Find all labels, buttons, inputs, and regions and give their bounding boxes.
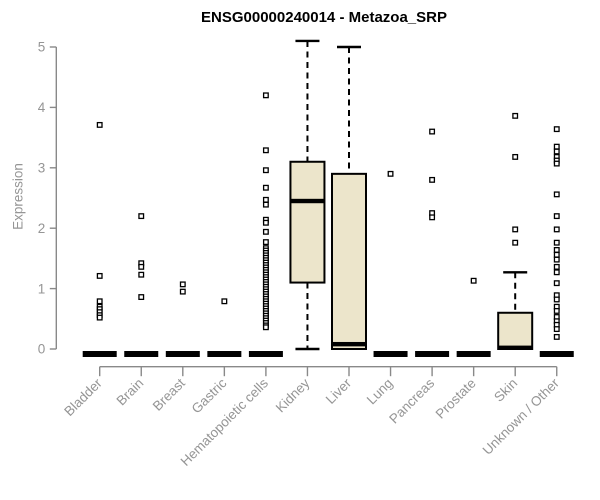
outlier-point bbox=[553, 126, 560, 133]
outlier-point bbox=[553, 148, 560, 155]
outlier-point bbox=[262, 228, 269, 235]
x-tick-label: Gastric bbox=[189, 375, 230, 416]
boxplot-bladder bbox=[82, 121, 117, 357]
outlier-point bbox=[553, 143, 560, 150]
x-tick-label: Liver bbox=[323, 375, 355, 407]
x-tick-label: Unknown / Other bbox=[480, 375, 563, 458]
outlier-point bbox=[553, 333, 560, 340]
outlier-point bbox=[553, 246, 560, 253]
outlier-point bbox=[512, 226, 519, 233]
flat-median-bar bbox=[207, 351, 242, 357]
boxplot-gastric bbox=[207, 298, 242, 357]
outlier-point bbox=[262, 239, 269, 246]
x-tick-label: Lung bbox=[364, 376, 396, 408]
boxplot-unknown-other bbox=[539, 126, 574, 357]
chart-title: ENSG00000240014 - Metazoa_SRP bbox=[201, 9, 447, 26]
x-tick-label: Breast bbox=[150, 375, 188, 413]
boxplot-pancreas bbox=[415, 128, 450, 357]
outlier-point bbox=[387, 170, 394, 177]
outlier-point bbox=[262, 324, 269, 331]
boxplot-lung bbox=[373, 170, 408, 357]
outlier-point bbox=[470, 277, 477, 284]
y-tick-label: 3 bbox=[38, 161, 46, 176]
outlier-point bbox=[553, 191, 560, 198]
outlier-point bbox=[553, 280, 560, 287]
y-axis: 0 1 2 3 4 5 bbox=[38, 40, 57, 357]
flat-median-bar bbox=[124, 351, 159, 357]
flat-median-bar bbox=[415, 351, 450, 357]
outlier-point bbox=[553, 269, 560, 276]
outlier-point bbox=[179, 281, 186, 288]
iqr-box bbox=[289, 160, 326, 284]
flat-median-bar bbox=[165, 351, 200, 357]
outlier-point bbox=[96, 121, 103, 128]
outlier-point bbox=[262, 196, 269, 203]
outlier-point bbox=[138, 213, 145, 220]
x-tick-label: Skin bbox=[491, 376, 520, 405]
outlier-point bbox=[262, 147, 269, 154]
outlier-point bbox=[262, 201, 269, 208]
x-tick-label: Prostate bbox=[433, 376, 479, 422]
outlier-point bbox=[553, 256, 560, 263]
outlier-point bbox=[512, 239, 519, 246]
x-tick-label: Pancreas bbox=[386, 375, 437, 426]
x-tick-label: Bladder bbox=[61, 375, 105, 419]
outlier-point bbox=[138, 271, 145, 278]
outlier-point bbox=[96, 272, 103, 279]
outlier-point bbox=[262, 92, 269, 99]
outlier-point bbox=[553, 213, 560, 220]
outlier-point bbox=[553, 296, 560, 303]
flat-median-bar bbox=[539, 351, 574, 357]
boxplot-breast bbox=[165, 281, 200, 357]
outlier-point bbox=[179, 288, 186, 295]
outlier-point bbox=[553, 226, 560, 233]
boxplot-skin bbox=[497, 112, 534, 351]
boxplot-liver bbox=[331, 45, 367, 350]
outlier-point bbox=[429, 176, 436, 183]
boxplot-hematopoietic-cells bbox=[248, 92, 283, 357]
median-line bbox=[498, 345, 533, 350]
outlier-point bbox=[512, 112, 519, 119]
outlier-point bbox=[553, 263, 560, 270]
outlier-point bbox=[553, 326, 560, 333]
outlier-point bbox=[512, 153, 519, 160]
y-tick-label: 0 bbox=[38, 342, 46, 357]
flat-median-bar bbox=[373, 351, 408, 357]
y-tick-label: 4 bbox=[38, 100, 46, 115]
y-tick-label: 5 bbox=[38, 40, 46, 55]
boxplot-prostate bbox=[456, 277, 491, 357]
median-line bbox=[332, 341, 366, 347]
flat-median-bar bbox=[82, 351, 117, 357]
y-tick-label: 1 bbox=[38, 281, 46, 296]
outlier-point bbox=[429, 214, 436, 221]
iqr-box bbox=[331, 172, 367, 350]
outlier-point bbox=[553, 239, 560, 246]
x-tick-label: Kidney bbox=[273, 375, 313, 415]
outlier-point bbox=[429, 128, 436, 135]
outlier-point bbox=[96, 314, 103, 321]
iqr-box bbox=[497, 311, 534, 351]
outlier-point bbox=[96, 298, 103, 305]
outlier-point bbox=[262, 167, 269, 174]
median-line bbox=[290, 198, 325, 204]
boxplot-brain bbox=[124, 213, 159, 357]
outlier-point bbox=[138, 263, 145, 270]
flat-median-bar bbox=[248, 351, 283, 357]
flat-median-bar bbox=[456, 351, 491, 357]
boxplot-kidney bbox=[289, 39, 326, 351]
y-tick-label: 2 bbox=[38, 221, 46, 236]
x-tick-label: Brain bbox=[113, 376, 146, 409]
outlier-point bbox=[262, 219, 269, 226]
outlier-point bbox=[553, 251, 560, 258]
outlier-point bbox=[553, 160, 560, 167]
outlier-point bbox=[553, 307, 560, 314]
outlier-point bbox=[262, 184, 269, 191]
outlier-point bbox=[138, 294, 145, 301]
outlier-point bbox=[221, 298, 228, 305]
